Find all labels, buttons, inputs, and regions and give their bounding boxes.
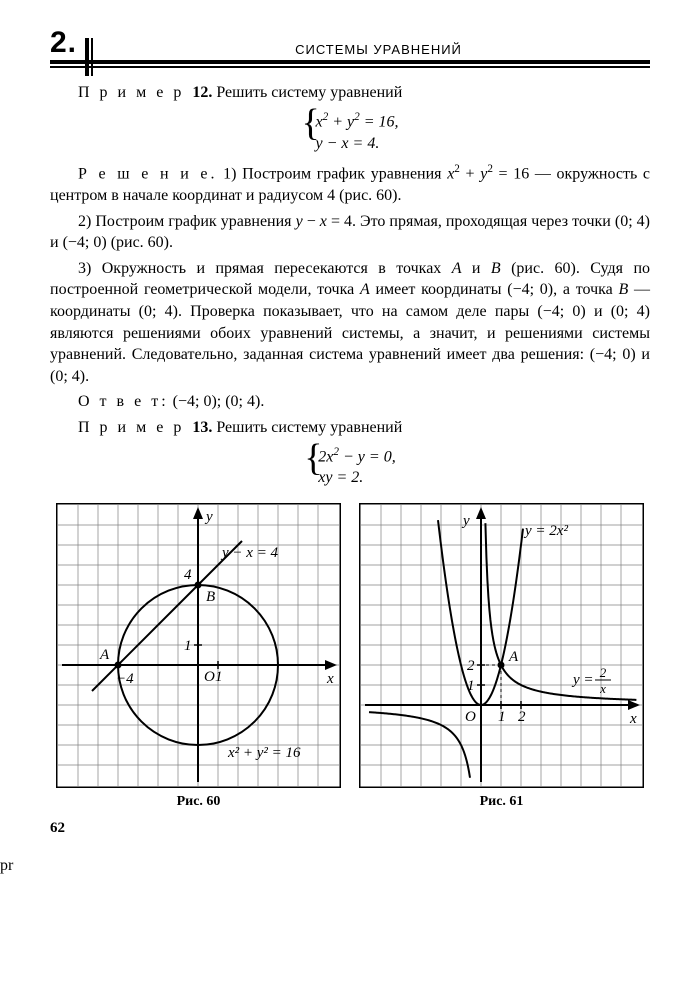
example-task-13: Решить систему уравнений xyxy=(216,419,402,436)
body-text: П р и м е р 12. Решить систему уравнений… xyxy=(50,82,650,489)
svg-text:2: 2 xyxy=(600,665,607,680)
figure-60: y x O1 1 −4 4 A By − x = 4 x² + y² = 16 Рис. 60 xyxy=(56,503,341,810)
svg-text:1: 1 xyxy=(184,638,192,654)
svg-text:1: 1 xyxy=(467,678,475,694)
svg-text:A: A xyxy=(508,649,519,665)
svg-text:−4: −4 xyxy=(116,671,134,687)
answer-text: (−4; 0); (0; 4). xyxy=(169,393,265,410)
svg-text:y: y xyxy=(204,509,213,525)
svg-text:A: A xyxy=(99,647,110,663)
svg-text:O: O xyxy=(465,709,476,725)
header-rule-thick xyxy=(85,38,89,76)
answer-label: О т в е т: xyxy=(78,393,169,410)
example13-heading: П р и м е р 13. Решить систему уравнений xyxy=(50,417,650,439)
svg-text:y: y xyxy=(461,513,470,529)
example-num: 12. xyxy=(192,84,212,101)
example-label: П р и м е р xyxy=(78,84,184,101)
fig61-caption: Рис. 61 xyxy=(359,794,644,810)
svg-text:y =: y = xyxy=(571,672,594,688)
svg-text:1: 1 xyxy=(498,709,506,725)
example-num-13: 13. xyxy=(192,419,212,436)
example-task: Решить систему уравнений xyxy=(216,84,402,101)
chapter-title: СИСТЕМЫ УРАВНЕНИЙ xyxy=(107,42,650,60)
header-rule-thin xyxy=(91,38,93,76)
svg-text:y − x = 4: y − x = 4 xyxy=(220,545,279,561)
svg-text:x: x xyxy=(629,711,637,727)
chapter-number: 2. xyxy=(50,26,77,60)
svg-text:x² + y² = 16: x² + y² = 16 xyxy=(227,745,301,761)
svg-text:B: B xyxy=(206,589,215,605)
svg-text:4: 4 xyxy=(184,567,192,583)
solution-step2: 2) Построим график уравнения y − x = 4. … xyxy=(50,211,650,254)
eq12-2: y − x = 4. xyxy=(316,133,399,155)
svg-text:O: O xyxy=(204,669,215,685)
answer-line: О т в е т: (−4; 0); (0; 4). xyxy=(50,391,650,413)
eq12-1: x2 + y2 = 16, xyxy=(316,110,399,133)
solution-step3: 3) Окружность и прямая пересекаются в то… xyxy=(50,258,650,388)
svg-text:x: x xyxy=(326,671,334,687)
svg-text:y = 2x²: y = 2x² xyxy=(523,523,568,539)
example12-heading: П р и м е р 12. Решить систему уравнений xyxy=(50,82,650,104)
system12: x2 + y2 = 16, y − x = 4. xyxy=(50,110,650,155)
svg-text:1: 1 xyxy=(215,669,223,685)
page-header: 2. СИСТЕМЫ УРАВНЕНИЙ xyxy=(50,30,650,64)
svg-text:x: x xyxy=(599,681,606,696)
fig60-caption: Рис. 60 xyxy=(56,794,341,810)
figure-61: yxO1212Ay = 2x²y = 2x Рис. 61 xyxy=(359,503,644,810)
eq13-2: xy = 2. xyxy=(318,467,395,489)
page-number: 62 xyxy=(50,820,650,837)
example-label-13: П р и м е р xyxy=(78,419,184,436)
solution-step1: Р е ш е н и е. 1) Построим график уравне… xyxy=(50,162,650,207)
solution-label: Р е ш е н и е. xyxy=(78,165,218,182)
figures-row: yxO11−44ABy − x = 4x² + y² = 16 Рис. 60 … xyxy=(50,503,650,810)
system13: 2x2 − y = 0, xy = 2. xyxy=(50,445,650,490)
eq13-1: 2x2 − y = 0, xyxy=(318,445,395,468)
svg-text:2: 2 xyxy=(518,709,526,725)
svg-text:2: 2 xyxy=(467,658,475,674)
